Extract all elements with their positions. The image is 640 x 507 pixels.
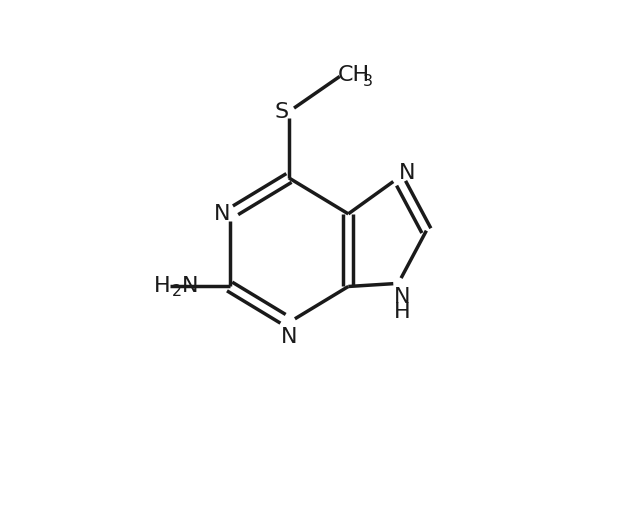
Text: N: N (281, 327, 297, 347)
Text: 3: 3 (363, 74, 373, 89)
Text: N: N (214, 204, 231, 224)
Text: CH: CH (338, 65, 370, 85)
Text: H: H (394, 302, 410, 322)
Text: N: N (399, 163, 415, 183)
Text: N: N (182, 276, 198, 296)
Text: H: H (154, 276, 170, 296)
Text: N: N (394, 287, 410, 307)
Text: 2: 2 (172, 284, 182, 300)
Text: S: S (275, 101, 289, 122)
